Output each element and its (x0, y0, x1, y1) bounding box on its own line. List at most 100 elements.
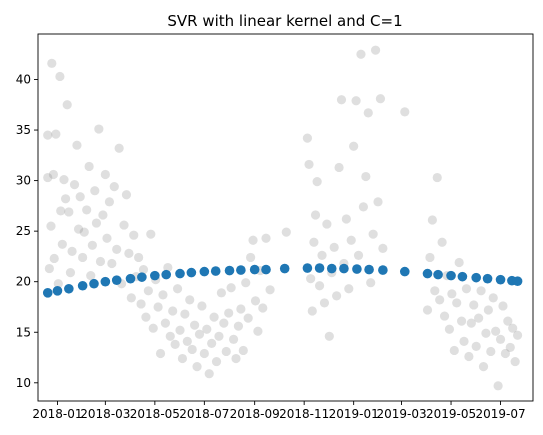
predicted-point-36 (512, 276, 523, 286)
y-tick-label-5: 35 (16, 123, 31, 137)
predicted-point-34 (495, 274, 506, 285)
x-tick-label-9: 2019-07 (475, 407, 525, 421)
observed-point-1 (43, 130, 53, 140)
observed-point-108 (312, 177, 322, 187)
predicted-point-4 (89, 278, 99, 289)
predicted-point-6 (111, 275, 122, 285)
observed-point-96 (253, 326, 263, 336)
predicted-point-25 (364, 264, 374, 275)
observed-point-18 (69, 180, 80, 190)
observed-point-6 (49, 253, 59, 264)
observed-point-38 (112, 244, 122, 254)
observed-point-93 (246, 252, 256, 263)
observed-point-29 (91, 218, 102, 228)
observed-point-163 (486, 346, 496, 357)
observed-point-173 (510, 356, 520, 367)
observed-point-169 (500, 348, 511, 359)
chart-title: SVR with linear kernel and C=1 (167, 12, 402, 30)
y-tick-label-3: 25 (16, 224, 31, 238)
predicted-point-28 (422, 268, 433, 279)
observed-point-65 (177, 353, 188, 364)
observed-point-81 (216, 288, 226, 298)
predicted-point-29 (433, 269, 443, 280)
observed-point-89 (236, 304, 246, 314)
observed-point-144 (439, 311, 450, 321)
y-tick-label-2: 20 (16, 275, 31, 289)
observed-point-60 (165, 331, 175, 341)
observed-point-9 (55, 71, 65, 82)
x-tick-label-7: 2019-03 (376, 407, 426, 421)
observed-point-88 (233, 321, 244, 331)
observed-point-69 (187, 344, 197, 355)
predicted-point-19 (279, 263, 290, 274)
observed-point-94 (248, 235, 258, 245)
predicted-point-5 (100, 276, 111, 287)
x-tick-label-2: 2018-05 (130, 407, 180, 421)
observed-point-149 (452, 298, 462, 308)
observed-point-116 (332, 291, 342, 301)
observed-point-79 (211, 356, 222, 367)
predicted-point-13 (199, 266, 210, 277)
observed-point-84 (224, 308, 234, 318)
observed-point-7 (51, 129, 61, 139)
observed-point-141 (432, 172, 442, 183)
observed-point-136 (400, 107, 410, 117)
x-tick-label-5: 2018-11 (279, 407, 329, 421)
observed-point-86 (228, 334, 239, 344)
observed-point-87 (231, 353, 241, 364)
predicted-point-21 (314, 263, 325, 273)
observed-point-66 (180, 309, 190, 319)
predicted-point-18 (261, 264, 271, 275)
predicted-point-33 (482, 273, 493, 284)
observed-point-33 (100, 169, 110, 180)
observed-point-117 (334, 162, 344, 173)
observed-point-172 (508, 323, 518, 333)
observed-point-164 (488, 293, 498, 303)
observed-point-153 (461, 284, 472, 294)
observed-point-171 (505, 342, 515, 353)
observed-point-39 (114, 143, 124, 153)
observed-point-80 (214, 331, 224, 341)
observed-point-63 (172, 284, 183, 294)
observed-point-132 (370, 45, 381, 55)
observed-point-168 (498, 301, 508, 311)
observed-point-21 (75, 192, 85, 202)
observed-point-42 (121, 190, 132, 200)
observed-point-28 (90, 186, 100, 196)
observed-point-125 (353, 250, 364, 261)
observed-point-111 (319, 298, 330, 308)
observed-point-112 (322, 219, 332, 229)
observed-point-76 (204, 369, 214, 379)
observed-point-120 (341, 214, 351, 224)
observed-point-95 (250, 296, 261, 306)
predicted-point-15 (224, 265, 235, 276)
observed-point-26 (86, 271, 96, 281)
observed-point-146 (444, 324, 455, 334)
observed-point-100 (265, 285, 275, 295)
observed-points-layer (43, 45, 523, 391)
observed-point-73 (197, 301, 207, 311)
observed-point-174 (512, 330, 523, 340)
observed-point-68 (185, 295, 195, 305)
y-axis: 10 15 20 25 30 35 40 (16, 72, 38, 390)
observed-point-124 (351, 96, 361, 106)
observed-point-138 (425, 252, 435, 263)
observed-point-105 (307, 306, 317, 316)
predicted-point-14 (210, 266, 221, 276)
observed-point-162 (483, 305, 493, 315)
observed-point-134 (375, 94, 386, 104)
observed-point-150 (454, 257, 464, 268)
observed-point-78 (209, 312, 219, 322)
observed-point-64 (175, 325, 185, 335)
observed-point-2 (44, 263, 54, 274)
observed-point-83 (221, 346, 231, 357)
observed-point-20 (73, 224, 84, 234)
observed-point-0 (43, 172, 53, 183)
y-tick-label-4: 30 (16, 174, 31, 188)
predicted-point-1 (52, 286, 63, 296)
observed-point-41 (119, 220, 129, 230)
observed-point-8 (53, 279, 63, 289)
observed-point-35 (104, 197, 115, 207)
